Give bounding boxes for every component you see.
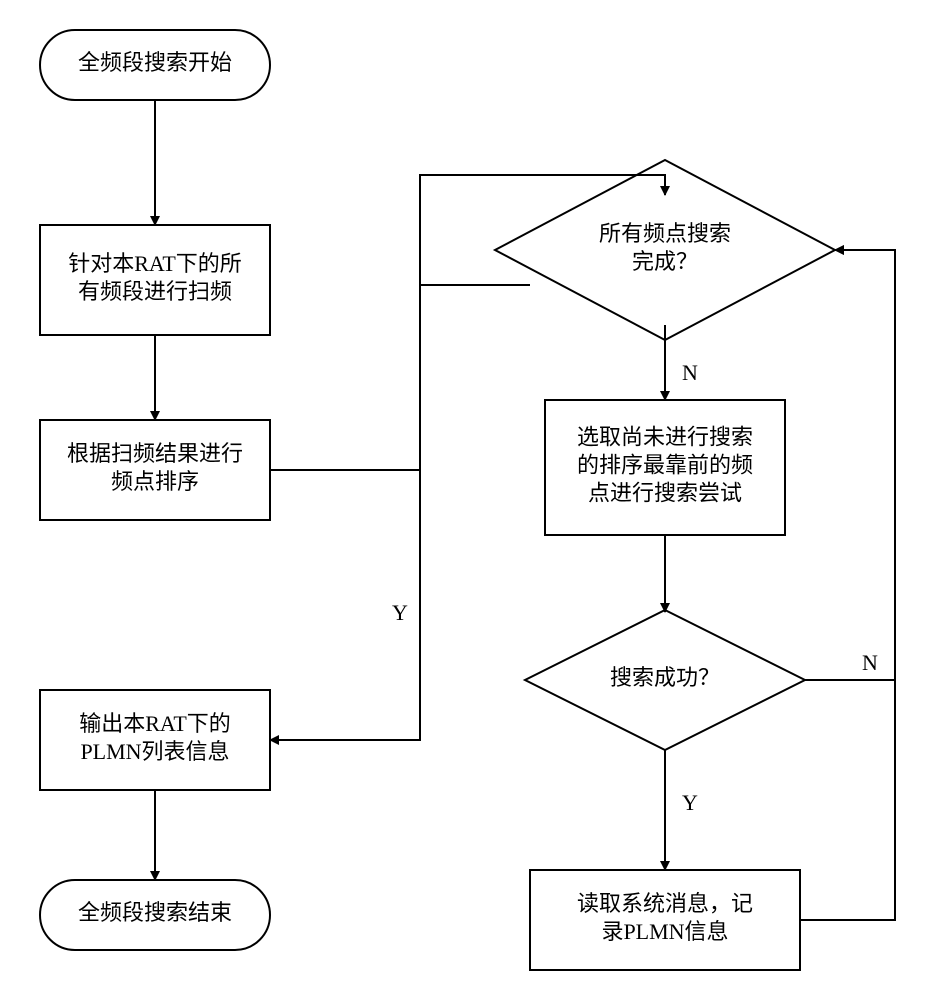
svg-text:完成？: 完成？ [632,249,698,274]
svg-text:针对本RAT下的所: 针对本RAT下的所 [68,251,242,276]
node-ok_q: 搜索成功？ [525,610,805,750]
edge-label: N [862,650,878,675]
edge-label: N [682,360,698,385]
edge-label: Y [392,600,408,625]
flowchart-canvas: 全频段搜索开始针对本RAT下的所有频段进行扫频根据扫频结果进行频点排序所有频点搜… [0,0,934,1000]
e-read-loop [800,250,895,920]
node-pick: 选取尚未进行搜索的排序最靠前的频点进行搜索尝试 [545,400,785,535]
node-end: 全频段搜索结束 [40,880,270,950]
node-read: 读取系统消息，记录PLMN信息 [530,870,800,970]
svg-text:全频段搜索结束: 全频段搜索结束 [78,900,232,925]
edge-label: Y [682,790,698,815]
svg-text:频点排序: 频点排序 [111,469,199,494]
svg-text:选取尚未进行搜索: 选取尚未进行搜索 [577,425,753,450]
e-doneq-out: Y [270,285,530,740]
svg-text:所有频点搜索: 所有频点搜索 [599,221,731,246]
svg-text:根据扫频结果进行: 根据扫频结果进行 [67,441,243,466]
node-sort: 根据扫频结果进行频点排序 [40,420,270,520]
svg-text:点进行搜索尝试: 点进行搜索尝试 [588,481,742,506]
node-scan: 针对本RAT下的所有频段进行扫频 [40,225,270,335]
node-start: 全频段搜索开始 [40,30,270,100]
svg-text:全频段搜索开始: 全频段搜索开始 [78,50,232,75]
svg-text:PLMN列表信息: PLMN列表信息 [80,739,229,764]
svg-text:输出本RAT下的: 输出本RAT下的 [79,711,231,736]
node-output: 输出本RAT下的 PLMN列表信息 [40,690,270,790]
e-okq-no: N [805,250,895,680]
e-okq-read: Y [665,750,698,870]
svg-text:搜索成功？: 搜索成功？ [610,665,720,690]
svg-text:读取系统消息，记: 读取系统消息，记 [577,891,753,916]
svg-text:有频段进行扫频: 有频段进行扫频 [78,279,232,304]
svg-text:的排序最靠前的频: 的排序最靠前的频 [577,453,753,478]
svg-text:录PLMN信息: 录PLMN信息 [601,919,728,944]
